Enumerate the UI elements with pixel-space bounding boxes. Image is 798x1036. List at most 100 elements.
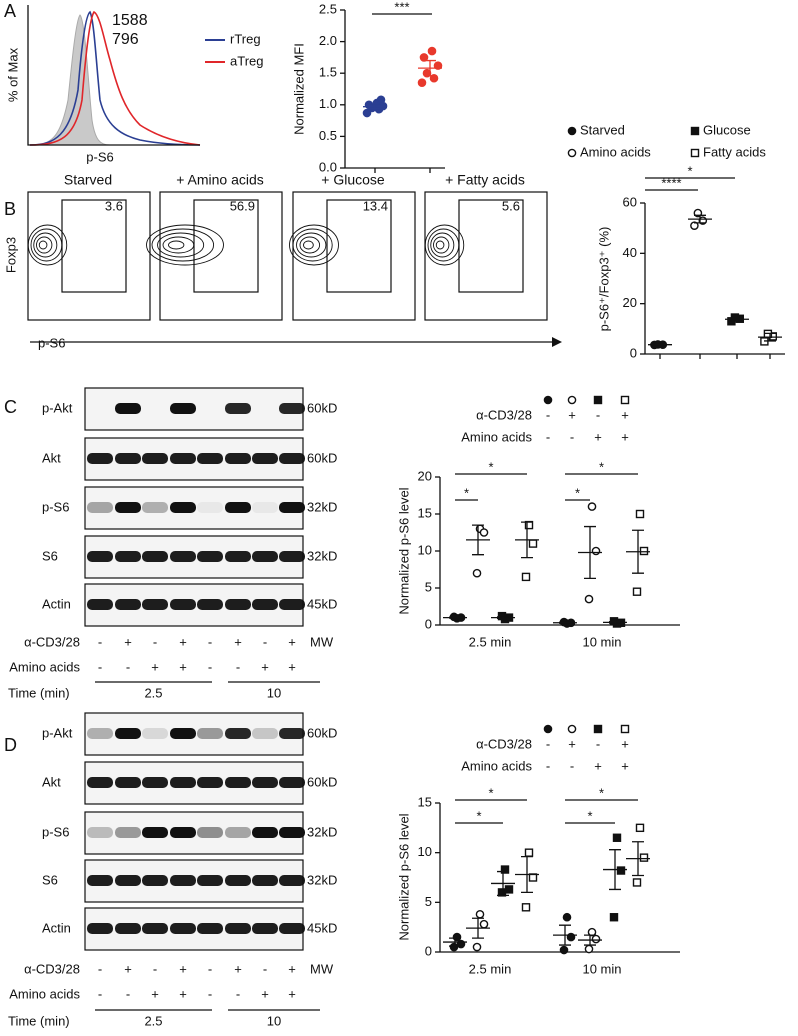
panel-label: D: [4, 735, 17, 755]
data-point: [521, 572, 531, 582]
data-point: [449, 942, 459, 952]
blot-label: p-S6: [42, 499, 69, 514]
data-point: [472, 568, 482, 578]
condition-sign: -: [263, 961, 267, 976]
band: [252, 777, 278, 788]
band: [87, 599, 113, 610]
legend-marker: [690, 126, 700, 136]
contour: [146, 224, 224, 266]
band: [197, 599, 223, 610]
header-marker: [567, 395, 577, 405]
gate: [458, 199, 524, 293]
band: [225, 502, 251, 513]
error-bar: [472, 917, 484, 939]
x-tick-label: 2.5 min: [469, 961, 512, 976]
band: [225, 453, 251, 464]
condition-label: Amino acids: [9, 986, 80, 1001]
band: [225, 923, 251, 934]
y-tick-label: 0: [425, 616, 432, 631]
condition-sign: +: [568, 407, 576, 422]
band: [142, 551, 168, 562]
band: [252, 453, 278, 464]
band: [170, 453, 196, 464]
band: [115, 923, 141, 934]
condition-sign: +: [568, 736, 576, 751]
band: [225, 777, 251, 788]
error-bar: [521, 521, 533, 559]
gate-value: 3.6: [105, 198, 123, 213]
band: [252, 875, 278, 886]
data-point: [562, 912, 572, 922]
contour: [433, 236, 450, 254]
y-tick-label: 60: [623, 194, 637, 209]
mw-label: 60kD: [307, 450, 337, 465]
panel-label: B: [4, 199, 16, 219]
mw-label: 60kD: [307, 774, 337, 789]
band: [197, 728, 223, 739]
mw-label: 60kD: [307, 725, 337, 740]
error-bar: [497, 616, 509, 619]
y-tick-label: 20: [418, 468, 432, 483]
data-point: [616, 866, 626, 875]
data-point: [591, 546, 601, 556]
data-point: [475, 909, 485, 919]
flow-title: Starved: [64, 172, 112, 188]
band: [225, 551, 251, 562]
band: [197, 502, 223, 513]
data-point: [479, 528, 489, 537]
condition-sign: -: [98, 659, 102, 674]
condition-label: α-CD3/28: [476, 736, 532, 751]
condition-sign: +: [151, 986, 159, 1001]
error-bar: [731, 317, 743, 322]
y-axis-label: Normalized MFI: [291, 43, 306, 135]
band: [170, 599, 196, 610]
band: [252, 502, 278, 513]
condition-sign: -: [596, 407, 600, 422]
flow-frame: [27, 191, 151, 321]
blot-label: Actin: [42, 920, 71, 935]
time-label: Time (min): [8, 1013, 70, 1028]
condition-sign: +: [261, 659, 269, 674]
band: [225, 599, 251, 610]
y-tick-label: 1.0: [319, 96, 337, 111]
condition-sign: -: [546, 736, 550, 751]
y-axis-label: Normalized p-S6 level: [396, 813, 411, 940]
contour: [303, 240, 314, 250]
condition-sign: +: [621, 736, 629, 751]
band: [279, 777, 305, 788]
y-tick-label: 5: [425, 579, 432, 594]
condition-sign: +: [288, 986, 296, 1001]
band: [142, 875, 168, 886]
band: [279, 502, 305, 513]
y-tick-label: 2.0: [319, 33, 337, 48]
mw-header: MW: [310, 961, 334, 976]
band: [87, 777, 113, 788]
band: [142, 453, 168, 464]
legend-marker: [567, 126, 577, 136]
data-point: [433, 61, 443, 70]
band: [252, 728, 278, 739]
legend-label: rTreg: [230, 31, 261, 46]
flow-frame: [424, 191, 548, 321]
condition-sign: -: [546, 407, 550, 422]
contour: [38, 240, 48, 250]
significance-label: *: [599, 785, 604, 800]
mw-label: 60kD: [307, 400, 337, 415]
y-tick-label: 0.0: [319, 159, 337, 174]
condition-sign: -: [208, 986, 212, 1001]
blot-label: S6: [42, 872, 58, 887]
rtreg-curve: [29, 10, 201, 146]
band: [197, 923, 223, 934]
contour: [27, 224, 68, 266]
contour: [30, 228, 63, 262]
condition-sign: +: [234, 961, 242, 976]
error-bar: [584, 934, 596, 946]
flow-title: + Glucose: [321, 172, 385, 188]
legend-label: Glucose: [703, 122, 751, 137]
error-bar: [632, 841, 644, 877]
contour: [435, 240, 445, 250]
condition-sign: +: [594, 758, 602, 773]
error-bar: [694, 214, 706, 224]
contour: [157, 232, 205, 258]
condition-sign: -: [236, 986, 240, 1001]
